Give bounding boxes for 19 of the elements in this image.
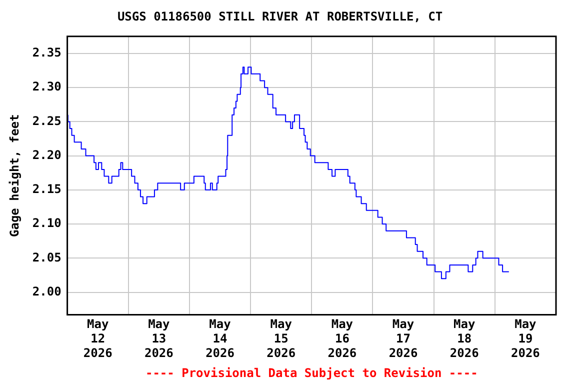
x-tick-label: May 16 2026 — [328, 317, 357, 360]
y-axis-title: Gage height, feet — [7, 114, 22, 238]
x-tick-label: May 17 2026 — [388, 317, 418, 360]
y-tick-label: 2.10 — [32, 216, 62, 230]
text: ---- Provisional Data Subject to Revision ---- — [145, 366, 478, 380]
x-tick-label: May 15 2026 — [266, 317, 296, 360]
x-tick-label: May 13 2026 — [144, 317, 174, 360]
y-tick-label: 2.30 — [32, 80, 62, 94]
y-tick-label: 2.25 — [32, 114, 62, 128]
y-tick-label: 2.00 — [32, 284, 62, 298]
x-tick-label: May 18 2026 — [450, 317, 479, 360]
x-tick-label: May 19 2026 — [511, 317, 540, 360]
y-tick-label: 2.35 — [32, 46, 62, 60]
y-tick-label: 2.05 — [32, 250, 62, 264]
x-tick-label: May 14 2026 — [206, 317, 234, 360]
y-tick-label: 2.15 — [32, 182, 62, 196]
y-tick-label: 2.20 — [32, 148, 62, 162]
chart-title: USGS 01186500 STILL RIVER AT ROBERTSVILLE, CT — [117, 9, 443, 24]
x-tick-label: May 12 2026 — [83, 317, 112, 360]
